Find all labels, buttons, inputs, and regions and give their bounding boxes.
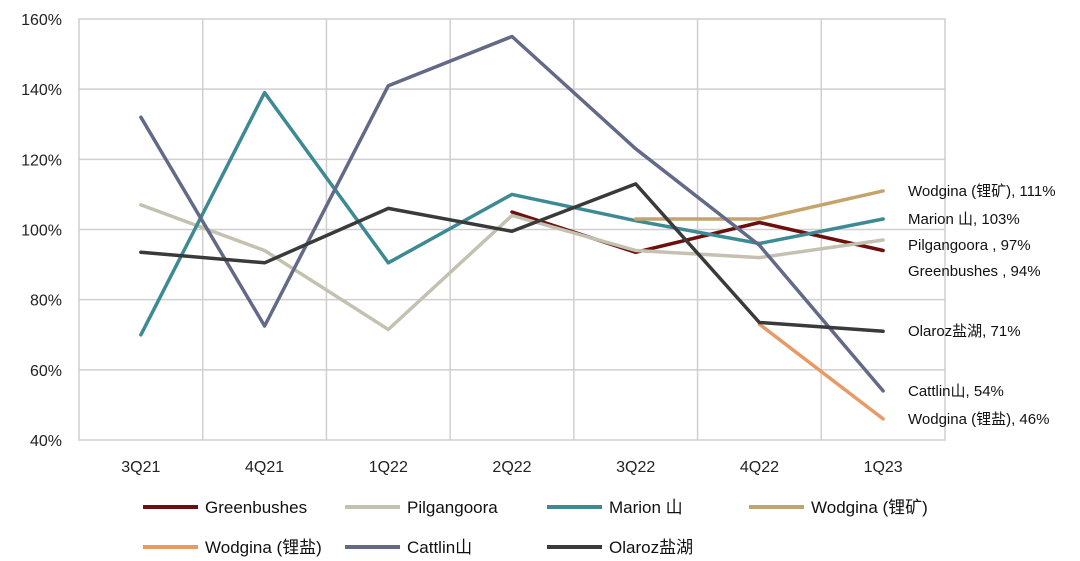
- x-tick-label: 3Q21: [121, 459, 160, 476]
- y-tick-label: 40%: [30, 433, 62, 450]
- x-tick-label: 4Q21: [245, 459, 284, 476]
- x-axis: 3Q21 4Q21 1Q22 2Q22 3Q22 4Q22 1Q23: [121, 459, 903, 476]
- legend-label-wodgina: Wodgina (锂矿): [811, 498, 928, 517]
- legend-label-marion: Marion 山: [609, 498, 683, 517]
- legend-label-pilgangoora: Pilgangoora: [407, 498, 498, 517]
- legend-label-cattlin: Cattlin山: [407, 538, 472, 557]
- end-label-olaroz: Olaroz盐湖, 71%: [908, 323, 1021, 340]
- x-tick-label: 4Q22: [740, 459, 779, 476]
- x-tick-label: 1Q22: [369, 459, 408, 476]
- legend: Greenbushes Pilgangoora Marion 山 Wodgina (锂…: [143, 498, 928, 557]
- legend-label-greenbushes: Greenbushes: [205, 498, 307, 517]
- series-lines: [139, 34, 885, 421]
- x-tick-label: 2Q22: [492, 459, 531, 476]
- x-tick-label: 3Q22: [616, 459, 655, 476]
- y-axis: 40% 60% 80% 100% 120% 140% 160%: [21, 12, 62, 450]
- end-label-greenbushes: Greenbushes , 94%: [908, 263, 1041, 280]
- y-tick-label: 100%: [21, 223, 62, 240]
- end-label-pilgangoora: Pilgangoora , 97%: [908, 237, 1031, 254]
- end-label-cattlin: Cattlin山, 54%: [908, 383, 1004, 400]
- end-label-wodgina: Wodgina (锂盐), 46%: [908, 411, 1049, 428]
- y-tick-label: 140%: [21, 82, 62, 99]
- end-labels: Wodgina (锂矿), 111% Marion 山, 103% Pilgango…: [908, 183, 1056, 428]
- end-label-marion: Marion 山, 103%: [908, 211, 1020, 228]
- y-tick-label: 120%: [21, 152, 62, 169]
- series-line-wodgina: [757, 322, 885, 421]
- series-line-olaroz: [139, 182, 885, 333]
- legend-label-wodgina: Wodgina (锂盐): [205, 538, 322, 557]
- x-tick-label: 1Q23: [864, 459, 903, 476]
- series-line-cattlin: [139, 34, 885, 393]
- y-tick-label: 160%: [21, 12, 62, 29]
- series-line-pilgangoora: [139, 203, 885, 332]
- y-tick-label: 60%: [30, 363, 62, 380]
- y-tick-label: 80%: [30, 293, 62, 310]
- legend-label-olaroz: Olaroz盐湖: [609, 538, 693, 557]
- series-line-wodgina: [633, 189, 885, 221]
- end-label-wodgina: Wodgina (锂矿), 111%: [908, 183, 1056, 200]
